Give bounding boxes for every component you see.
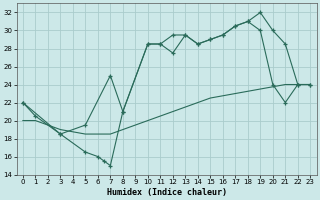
X-axis label: Humidex (Indice chaleur): Humidex (Indice chaleur) [107, 188, 227, 197]
